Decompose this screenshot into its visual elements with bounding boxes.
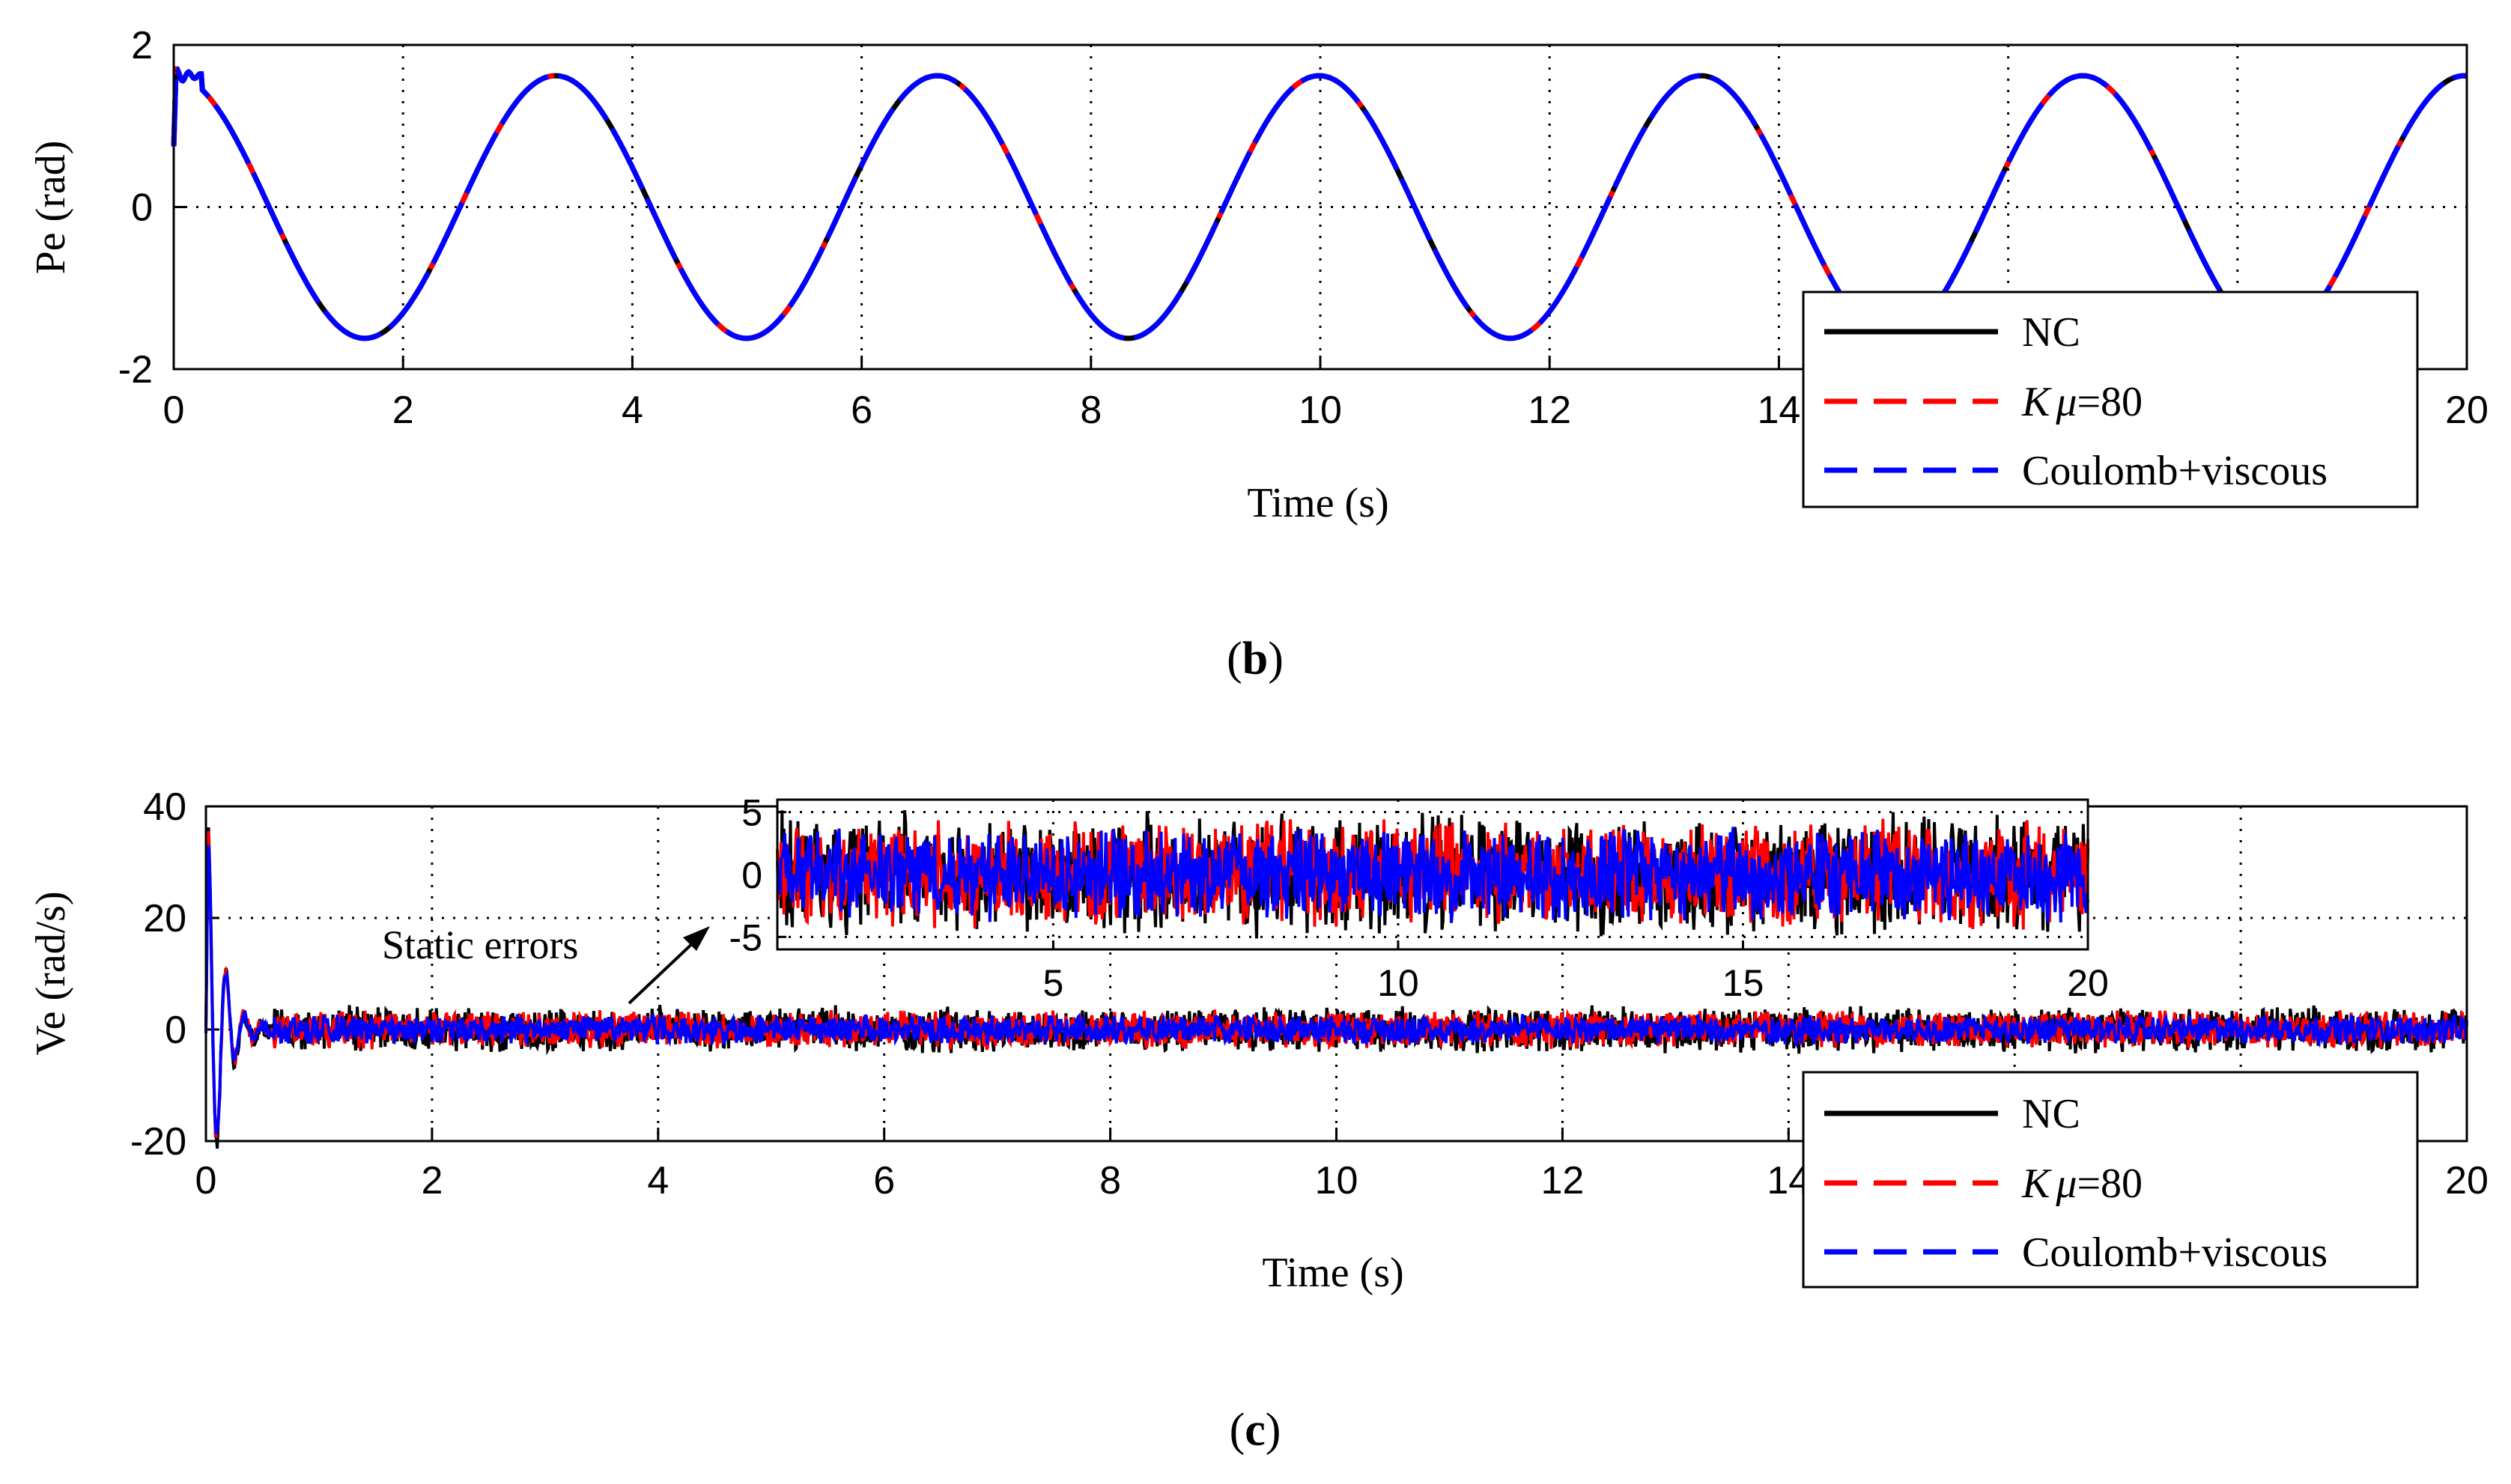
panel-c-inset-ytick-label-5: 5 xyxy=(741,792,762,834)
panel-b: 02468101214161820 -202 Time (s) Pe (rad)… xyxy=(28,24,2489,684)
panel-c-inset-xtick-label-5: 5 xyxy=(1043,962,1064,1004)
panel-c-lines xyxy=(204,827,2468,1149)
panel-b-xtick-label-2: 2 xyxy=(392,389,414,432)
panel-b-ytick-label-0: 0 xyxy=(131,186,153,230)
panel-c-inset-series-coulomb-line xyxy=(776,827,2089,923)
panel-c-legend-label-coulomb: Coulomb+viscous xyxy=(2022,1229,2328,1276)
panel-c-y-axis-label: Ve (rad/s) xyxy=(28,891,74,1055)
panel-c-annotation-arrow-head xyxy=(683,926,710,951)
panel-b-xtick-label-12: 12 xyxy=(1528,389,1571,432)
panel-b-legend-kmu-prefix: K xyxy=(2021,379,2052,425)
panel-b-y-axis-label: Pe (rad) xyxy=(28,141,74,275)
panel-b-xtick-label-14: 14 xyxy=(1757,389,1800,432)
panel-c-xtick-label-0: 0 xyxy=(195,1159,217,1202)
panel-c-inset: 5 10 15 20 -5 0 5 xyxy=(729,792,2109,1004)
panel-b-caption-letter: b xyxy=(1242,633,1268,684)
panel-b-series-coulomb-line xyxy=(171,66,2468,341)
panel-b-ytick-label-2: 2 xyxy=(131,24,153,67)
panel-c-inset-lines xyxy=(776,809,2089,939)
panel-c-legend-kmu-symbol: μ xyxy=(2055,1161,2077,1207)
panel-b-xtick-label-0: 0 xyxy=(163,389,185,432)
panel-c-caption-open: ( xyxy=(1230,1405,1245,1456)
panel-c-inset-xtick-label-10: 10 xyxy=(1377,962,1419,1004)
panel-b-xtick-label-8: 8 xyxy=(1080,389,1102,432)
panel-c-ytick-label-20: 20 xyxy=(143,897,186,940)
panel-b-legend-kmu-symbol: μ xyxy=(2055,379,2077,425)
panel-b-caption-open: ( xyxy=(1227,633,1242,684)
panel-c-ytick-label-40: 40 xyxy=(143,785,186,829)
panel-b-ytick-label--2: -2 xyxy=(118,348,153,392)
panel-c-xtick-label-4: 4 xyxy=(647,1159,669,1202)
panel-b-caption: (b) xyxy=(1227,633,1284,684)
panel-b-xtick-label-4: 4 xyxy=(622,389,643,432)
panel-c-caption: (c) xyxy=(1230,1405,1281,1456)
panel-c-inset-ytick-label--5: -5 xyxy=(729,916,762,958)
panel-c-inset-xtick-label-20: 20 xyxy=(2067,962,2109,1004)
panel-c-inset-axes-box xyxy=(776,798,2089,951)
panel-b-y-tick-labels: -2 0 2 xyxy=(118,24,153,392)
panel-b-legend-kmu-suffix: =80 xyxy=(2077,379,2143,425)
panel-c-series-coulomb-line xyxy=(204,845,2468,1135)
panel-c-legend-label-nc: NC xyxy=(2022,1091,2080,1137)
panel-c-xtick-label-2: 2 xyxy=(421,1159,443,1202)
panel-c-inset-ytick-label-0: 0 xyxy=(741,854,762,896)
panel-c-annotation-arrow-shaft xyxy=(628,938,698,1005)
panel-b-x-axis-label: Time (s) xyxy=(1247,480,1388,526)
panel-b-axes-box xyxy=(172,43,2468,371)
panel-b-legend-label-coulomb: Coulomb+viscous xyxy=(2022,448,2328,494)
panel-c-legend-kmu-suffix: =80 xyxy=(2077,1161,2143,1207)
panel-c-inset-xtick-label-15: 15 xyxy=(1722,962,1764,1004)
panel-c-x-axis-label: Time (s) xyxy=(1262,1250,1403,1296)
panel-b-caption-close: ) xyxy=(1268,633,1284,684)
panel-b-legend-label-nc: NC xyxy=(2022,309,2080,356)
panel-c-caption-letter: c xyxy=(1245,1405,1266,1456)
panel-c-ytick-label-0: 0 xyxy=(165,1009,186,1052)
panel-b-lines xyxy=(171,66,2468,341)
panel-b-xtick-label-6: 6 xyxy=(851,389,872,432)
panel-c-xtick-label-6: 6 xyxy=(873,1159,895,1202)
panel-c-xtick-label-8: 8 xyxy=(1099,1159,1121,1202)
panel-c-legend-kmu-prefix: K xyxy=(2021,1161,2052,1207)
panel-b-xtick-label-10: 10 xyxy=(1299,389,1342,432)
panel-c-caption-close: ) xyxy=(1266,1405,1281,1456)
panel-c-xtick-label-20: 20 xyxy=(2445,1159,2489,1202)
panel-c-xtick-label-10: 10 xyxy=(1315,1159,1358,1202)
panel-b-xtick-label-20: 20 xyxy=(2445,389,2489,432)
panel-c-ytick-label--20: -20 xyxy=(130,1120,186,1164)
panel-c-inset-x-tick-labels: 5 10 15 20 xyxy=(1043,962,2109,1004)
panel-c-annotation-static-errors: Static errors xyxy=(382,922,578,967)
panel-c-inset-y-tick-labels: -5 0 5 xyxy=(729,792,762,959)
panel-c-y-tick-labels: -20 0 20 40 xyxy=(130,785,186,1164)
panel-c-xtick-label-12: 12 xyxy=(1540,1159,1584,1202)
